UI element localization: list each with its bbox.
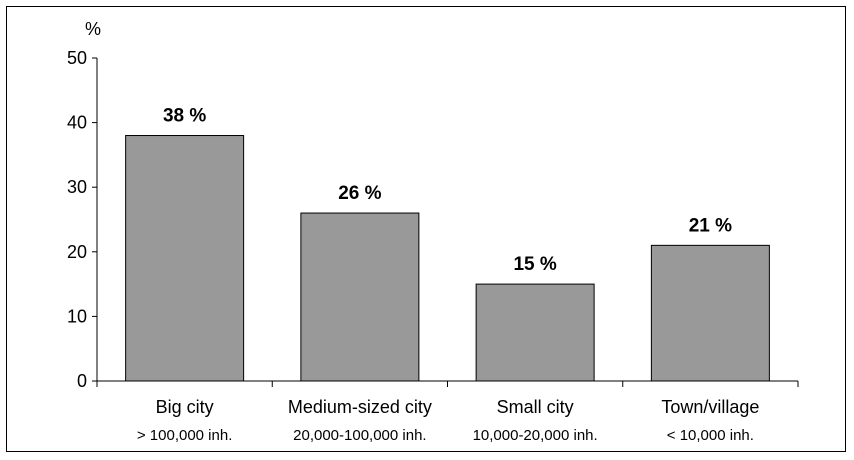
x-category-label: Town/village — [661, 397, 759, 417]
y-axis-unit-label: % — [85, 19, 101, 39]
y-tick-label: 30 — [67, 177, 87, 197]
y-tick-label: 10 — [67, 306, 87, 326]
y-tick-label: 40 — [67, 113, 87, 133]
x-category-sublabel: 20,000-100,000 inh. — [293, 427, 426, 444]
bar — [125, 135, 245, 382]
bar — [300, 212, 420, 382]
x-category-sublabel: < 10,000 inh. — [667, 427, 754, 444]
y-tick-label: 50 — [67, 48, 87, 68]
bar-data-label: 21 % — [689, 215, 732, 236]
x-category-label: Small city — [497, 397, 574, 417]
y-tick-label: 20 — [67, 242, 87, 262]
bar-data-label: 15 % — [513, 254, 556, 275]
x-category-label: Big city — [156, 397, 214, 417]
bar — [475, 283, 595, 382]
bar — [650, 244, 770, 382]
labels: 38 % Big city > 100,000 inh. 26 % Medium-siz… — [137, 106, 760, 444]
bar-data-label: 26 % — [338, 183, 381, 204]
bars — [125, 135, 770, 382]
x-category-sublabel: > 100,000 inh. — [137, 427, 233, 444]
x-category-label: Medium-sized city — [288, 397, 432, 417]
bar-data-label: 38 % — [163, 106, 206, 127]
x-category-sublabel: 10,000-20,000 inh. — [473, 427, 598, 444]
y-tick-label: 0 — [77, 371, 87, 391]
